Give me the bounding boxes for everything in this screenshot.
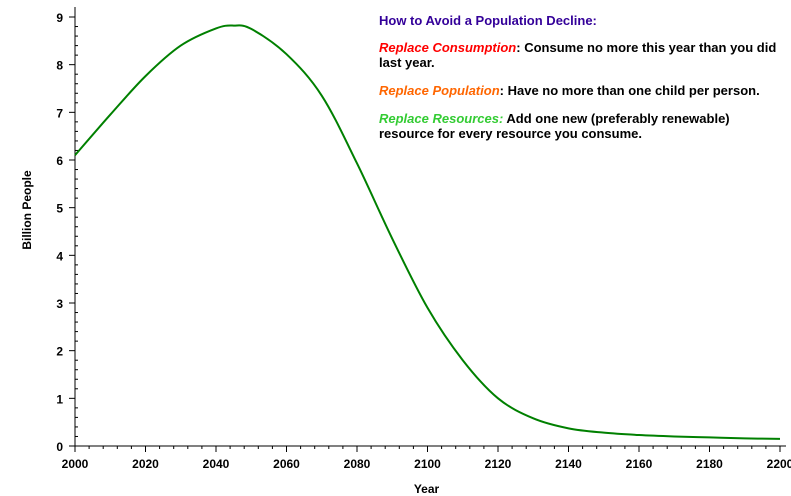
y-tick-label: 4 (56, 249, 63, 263)
x-tick-label: 2020 (132, 457, 159, 471)
annotation-label: Replace Consumption (379, 40, 517, 55)
annotation-box: How to Avoid a Population Decline: Repla… (379, 13, 779, 154)
x-tick-label: 2120 (485, 457, 512, 471)
population-line (74, 24, 781, 440)
y-tick-label: 6 (56, 154, 63, 168)
annotation-text: Consume no more this year than you did l… (379, 40, 777, 70)
x-tick-label: 2180 (696, 457, 723, 471)
annotation-label: Replace Population (379, 83, 500, 98)
x-tick-label: 2140 (555, 457, 582, 471)
annotation-item-resources: Replace Resources: Add one new (preferab… (379, 111, 779, 141)
annotation-text: Have no more than one child per person. (503, 83, 760, 98)
x-tick-label: 2000 (62, 457, 89, 471)
annotation-sep: : (499, 83, 504, 98)
annotation-item-consumption: Replace Consumption: Consume no more thi… (379, 40, 779, 70)
x-tick-label: 2100 (414, 457, 441, 471)
y-tick-label: 7 (56, 106, 63, 120)
y-axis-label: Billion People (20, 170, 34, 250)
x-tick-label: 2200 (767, 457, 791, 471)
y-tick-label: 3 (56, 297, 63, 311)
y-tick-label: 0 (56, 440, 63, 454)
x-tick-label: 2040 (203, 457, 230, 471)
y-tick-label: 2 (56, 345, 63, 359)
y-tick-label: 5 (56, 202, 63, 216)
y-tick-label: 8 (56, 59, 63, 73)
y-tick-label: 1 (56, 392, 63, 406)
annotation-text: Add one new (preferably renewable) resou… (379, 111, 730, 141)
annotation-title: How to Avoid a Population Decline: (379, 13, 597, 28)
x-tick-label: 2080 (344, 457, 371, 471)
x-tick-label: 2060 (273, 457, 300, 471)
annotation-label: Replace Resources: (379, 111, 504, 126)
annotation-sep: : (516, 40, 521, 55)
annotation-item-population: Replace Population: Have no more than on… (379, 83, 779, 98)
x-tick-label: 2160 (626, 457, 653, 471)
y-tick-label: 9 (56, 11, 63, 25)
x-axis-label: Year (414, 482, 440, 496)
